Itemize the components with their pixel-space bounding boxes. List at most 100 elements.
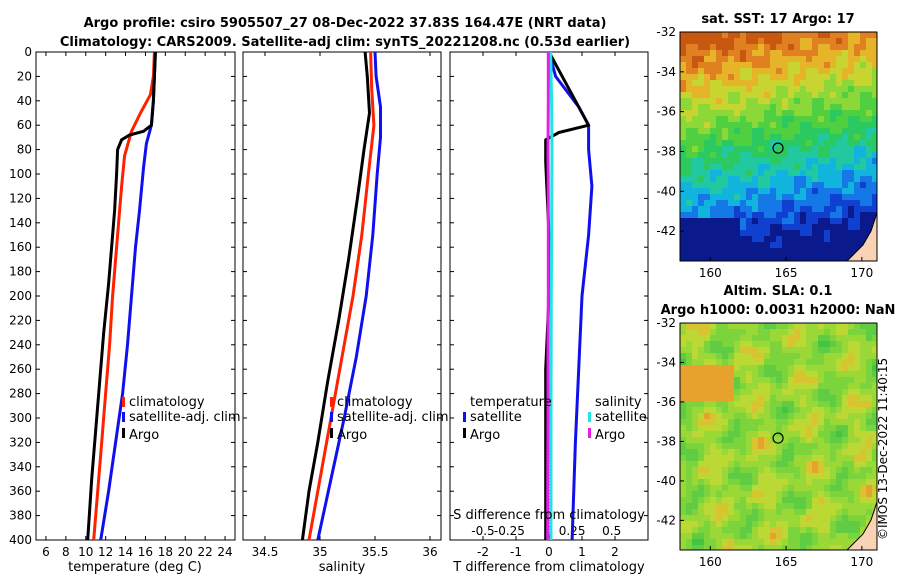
heatmap-cell bbox=[728, 437, 734, 443]
heatmap-cell bbox=[830, 419, 836, 425]
heatmap-cell bbox=[740, 212, 746, 218]
heatmap-cell bbox=[770, 341, 776, 347]
heatmap-cell bbox=[686, 158, 692, 164]
heatmap-cell bbox=[836, 122, 842, 128]
heatmap-cell bbox=[854, 401, 860, 407]
heatmap-cell bbox=[836, 98, 842, 104]
heatmap-cell bbox=[716, 200, 722, 206]
heatmap-cell bbox=[788, 515, 794, 521]
heatmap-cell bbox=[680, 110, 686, 116]
heatmap-cell bbox=[794, 236, 800, 242]
heatmap-cell bbox=[758, 116, 764, 122]
heatmap-cell bbox=[758, 353, 764, 359]
heatmap-cell bbox=[872, 212, 877, 218]
heatmap-cell bbox=[764, 323, 770, 329]
heatmap-cell bbox=[764, 527, 770, 533]
heatmap-cell bbox=[872, 437, 877, 443]
heatmap-cell bbox=[836, 515, 842, 521]
heatmap-cell bbox=[698, 539, 704, 545]
heatmap-cell bbox=[680, 491, 686, 497]
heatmap-cell bbox=[752, 377, 758, 383]
heatmap-cell bbox=[842, 146, 848, 152]
heatmap-cell bbox=[692, 92, 698, 98]
heatmap-cell bbox=[758, 323, 764, 329]
heatmap-cell bbox=[704, 479, 710, 485]
heatmap-cell bbox=[716, 230, 722, 236]
heatmap-cell bbox=[848, 38, 854, 44]
heatmap-cell bbox=[866, 146, 872, 152]
heatmap-cell bbox=[746, 98, 752, 104]
heatmap-cell bbox=[758, 347, 764, 353]
heatmap-cell bbox=[818, 170, 824, 176]
heatmap-cell bbox=[704, 62, 710, 68]
heatmap-cell bbox=[764, 86, 770, 92]
heatmap-cell bbox=[854, 194, 860, 200]
heatmap-cell bbox=[824, 110, 830, 116]
heatmap-cell bbox=[788, 401, 794, 407]
heatmap-cell bbox=[776, 56, 782, 62]
heatmap-cell bbox=[872, 146, 877, 152]
argo-location-marker bbox=[772, 432, 784, 444]
heatmap-cell bbox=[734, 188, 740, 194]
heatmap-cell bbox=[704, 56, 710, 62]
heatmap-cell bbox=[782, 206, 788, 212]
heatmap-cell bbox=[794, 353, 800, 359]
heatmap-cell bbox=[752, 182, 758, 188]
heatmap-cell bbox=[836, 461, 842, 467]
heatmap-cell bbox=[710, 242, 716, 248]
heatmap-cell bbox=[704, 359, 710, 365]
heatmap-cell bbox=[710, 461, 716, 467]
heatmap-cell bbox=[680, 539, 686, 545]
heatmap-cell bbox=[788, 200, 794, 206]
heatmap-cell bbox=[830, 491, 836, 497]
heatmap-cell bbox=[734, 230, 740, 236]
heatmap-cell bbox=[686, 503, 692, 509]
heatmap-cell bbox=[872, 104, 877, 110]
heatmap-cell bbox=[848, 437, 854, 443]
heatmap-cell bbox=[830, 353, 836, 359]
heatmap-cell bbox=[794, 146, 800, 152]
heatmap-cell bbox=[746, 395, 752, 401]
heatmap-cell bbox=[734, 407, 740, 413]
heatmap-cell bbox=[758, 365, 764, 371]
heatmap-cell bbox=[860, 479, 866, 485]
heatmap-cell bbox=[770, 473, 776, 479]
heatmap-cell bbox=[842, 527, 848, 533]
heatmap-cell bbox=[806, 431, 812, 437]
heatmap-cell bbox=[824, 365, 830, 371]
heatmap-cell bbox=[818, 365, 824, 371]
heatmap-cell bbox=[824, 533, 830, 539]
heatmap-cell bbox=[794, 395, 800, 401]
heatmap-cell bbox=[728, 32, 734, 38]
heatmap-cell bbox=[722, 407, 728, 413]
heatmap-cell bbox=[800, 437, 806, 443]
heatmap-cell bbox=[740, 503, 746, 509]
heatmap-cell bbox=[752, 491, 758, 497]
heatmap-cell bbox=[770, 104, 776, 110]
heatmap-cell bbox=[680, 116, 686, 122]
heatmap-cell bbox=[740, 371, 746, 377]
heatmap-cell bbox=[782, 158, 788, 164]
heatmap-cell bbox=[788, 164, 794, 170]
heatmap-cell bbox=[782, 200, 788, 206]
heatmap-cell bbox=[854, 395, 860, 401]
heatmap-cell bbox=[782, 116, 788, 122]
heatmap-cell bbox=[716, 236, 722, 242]
heatmap-cell bbox=[764, 329, 770, 335]
heatmap-cell bbox=[812, 230, 818, 236]
heatmap-cell bbox=[740, 509, 746, 515]
heatmap-cell bbox=[752, 389, 758, 395]
heatmap-cell bbox=[842, 68, 848, 74]
heatmap-cell bbox=[824, 116, 830, 122]
heatmap-cell bbox=[716, 38, 722, 44]
heatmap-cell bbox=[734, 329, 740, 335]
heatmap-cell bbox=[872, 413, 877, 419]
heatmap-cell bbox=[824, 323, 830, 329]
series-line-argo bbox=[86, 51, 157, 541]
heatmap-cell bbox=[770, 110, 776, 116]
heatmap-cell bbox=[824, 449, 830, 455]
heatmap-cell bbox=[782, 62, 788, 68]
heatmap-cell bbox=[860, 461, 866, 467]
heatmap-cell bbox=[836, 212, 842, 218]
heatmap-cell bbox=[800, 212, 806, 218]
